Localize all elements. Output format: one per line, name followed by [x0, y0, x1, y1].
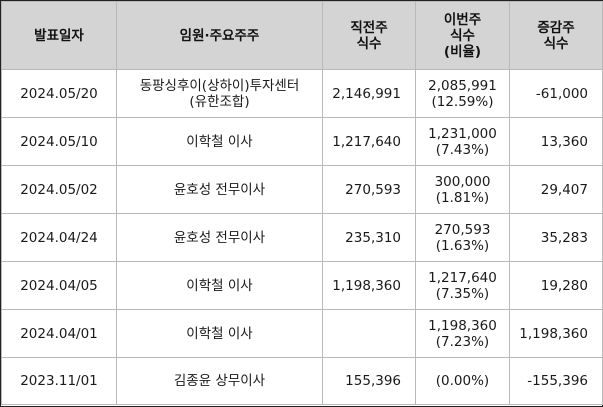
table-row: 2024.04/05 이학철 이사 1,198,360 1,217,640 (7.… [1, 261, 603, 310]
header-change-shares: 증감주 식수 [509, 1, 603, 70]
cell-curr: 1,198,360 (7.23%) [415, 309, 510, 358]
header-curr-shares: 이번주 식수 (비율) [415, 1, 510, 70]
cell-date: 2024.04/05 [1, 261, 117, 310]
cell-curr: 1,231,000 (7.43%) [415, 117, 510, 166]
cell-holder: 이학철 이사 [116, 261, 323, 310]
cell-change: -61,000 [509, 69, 603, 118]
cell-holder: 윤호성 전무이사 [116, 213, 323, 262]
table-row: 2023.11/01 김종윤 상무이사 155,396 (0.00%) -155… [1, 357, 603, 405]
cell-change: 1,198,360 [509, 309, 603, 358]
header-prev-shares: 직전주 식수 [322, 1, 416, 70]
cell-holder: 윤호성 전무이사 [116, 165, 323, 214]
cell-prev: 1,217,640 [322, 117, 416, 166]
cell-prev: 2,146,991 [322, 69, 416, 118]
cell-curr: (0.00%) [415, 357, 510, 405]
cell-holder: 동팡싱후이(상하이)투자센터 (유한조합) [116, 69, 323, 118]
cell-holder: 이학철 이사 [116, 117, 323, 166]
table-row: 2024.05/10 이학철 이사 1,217,640 1,231,000 (7.… [1, 117, 603, 166]
cell-holder: 김종윤 상무이사 [116, 357, 323, 405]
table-row: 2024.04/24 윤호성 전무이사 235,310 270,593 (1.63… [1, 213, 603, 262]
cell-curr: 300,000 (1.81%) [415, 165, 510, 214]
cell-date: 2024.05/02 [1, 165, 117, 214]
header-holder: 임원·주요주주 [116, 1, 323, 70]
cell-change: 35,283 [509, 213, 603, 262]
cell-prev: 235,310 [322, 213, 416, 262]
cell-date: 2023.11/01 [1, 357, 117, 405]
cell-date: 2024.05/20 [1, 69, 117, 118]
cell-change: 19,280 [509, 261, 603, 310]
cell-change: 13,360 [509, 117, 603, 166]
table-row: 2024.05/20 동팡싱후이(상하이)투자센터 (유한조합) 2,146,99… [1, 69, 603, 118]
cell-date: 2024.04/24 [1, 213, 117, 262]
cell-curr: 270,593 (1.63%) [415, 213, 510, 262]
cell-date: 2024.05/10 [1, 117, 117, 166]
cell-prev [322, 309, 416, 358]
header-row: 발표일자 임원·주요주주 직전주 식수 이번주 식수 (비율) 증감주 식수 [1, 1, 603, 70]
cell-curr: 1,217,640 (7.35%) [415, 261, 510, 310]
cell-change: -155,396 [509, 357, 603, 405]
cell-change: 29,407 [509, 165, 603, 214]
cell-prev: 270,593 [322, 165, 416, 214]
table-row: 2024.04/01 이학철 이사 1,198,360 (7.23%) 1,198… [1, 309, 603, 358]
cell-date: 2024.04/01 [1, 309, 117, 358]
cell-curr: 2,085,991 (12.59%) [415, 69, 510, 118]
cell-prev: 155,396 [322, 357, 416, 405]
table-row: 2024.05/02 윤호성 전무이사 270,593 300,000 (1.81… [1, 165, 603, 214]
cell-holder: 이학철 이사 [116, 309, 323, 358]
header-date: 발표일자 [1, 1, 117, 70]
cell-prev: 1,198,360 [322, 261, 416, 310]
